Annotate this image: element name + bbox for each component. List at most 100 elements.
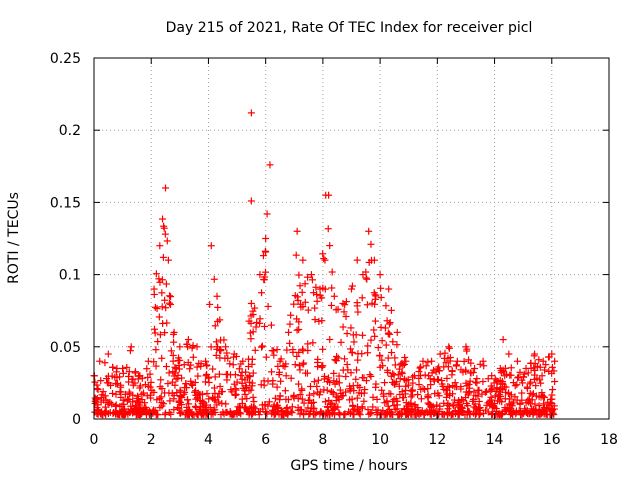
data-point [312, 409, 320, 417]
data-point [391, 380, 399, 388]
data-point [532, 392, 540, 400]
data-point [238, 368, 246, 376]
data-point [325, 396, 333, 404]
data-point [109, 363, 117, 371]
data-point [170, 328, 178, 336]
data-point [451, 396, 459, 404]
data-point [364, 349, 372, 357]
data-point [410, 372, 418, 380]
data-point [175, 354, 183, 362]
data-point [310, 378, 318, 386]
data-point [443, 374, 451, 382]
data-point [248, 409, 256, 417]
data-point [517, 411, 525, 419]
data-point [119, 396, 127, 404]
data-point [498, 378, 506, 386]
data-point [334, 305, 342, 313]
data-point [129, 391, 137, 399]
data-point [481, 388, 489, 396]
data-point [339, 299, 347, 307]
data-point [185, 410, 193, 418]
data-point [191, 378, 199, 386]
data-point [252, 323, 260, 331]
data-point [502, 388, 510, 396]
data-point [470, 403, 478, 411]
data-point [384, 368, 392, 376]
data-point [283, 346, 291, 354]
data-point [211, 373, 219, 381]
data-point [237, 372, 245, 380]
data-point [113, 380, 121, 388]
data-point [381, 379, 389, 387]
data-point [160, 224, 168, 232]
data-point [386, 319, 394, 327]
data-point [431, 390, 439, 398]
data-point [326, 242, 334, 250]
data-point [262, 353, 270, 361]
data-point [258, 289, 266, 297]
data-point [294, 404, 302, 412]
data-point [262, 235, 270, 242]
data-point [184, 396, 192, 404]
data-point [435, 392, 443, 400]
data-point [323, 409, 331, 417]
data-point [256, 271, 264, 279]
data-point [261, 322, 269, 330]
data-point [158, 399, 166, 407]
data-point [358, 350, 366, 358]
data-point [550, 402, 558, 410]
data-point [439, 382, 447, 390]
data-point [408, 391, 416, 399]
data-point [218, 399, 226, 407]
data-point [334, 394, 342, 402]
data-point [348, 395, 356, 403]
data-point [184, 343, 192, 351]
data-point [258, 342, 266, 350]
data-point [496, 364, 504, 372]
chart-title: Day 215 of 2021, Rate Of TEC Index for r… [166, 20, 533, 36]
data-point [378, 356, 386, 364]
data-point [152, 270, 160, 278]
data-point [416, 364, 424, 372]
data-point [337, 338, 345, 346]
data-point [407, 399, 415, 407]
data-point [245, 355, 253, 363]
data-point [521, 405, 529, 413]
data-point [221, 354, 229, 362]
data-point [365, 227, 373, 235]
data-point [513, 381, 521, 389]
data-point [531, 350, 539, 358]
data-point [340, 308, 348, 316]
data-point [377, 284, 385, 292]
data-point [513, 357, 521, 365]
data-point [369, 403, 377, 411]
data-point [393, 328, 401, 336]
data-point [293, 227, 301, 235]
data-point [387, 306, 395, 314]
data-point [509, 398, 517, 406]
data-point [300, 399, 308, 407]
data-point [291, 361, 299, 369]
data-point [155, 275, 163, 283]
data-point [348, 282, 356, 290]
x-tick-label: 6 [261, 432, 270, 448]
data-point [216, 316, 224, 324]
data-point [462, 343, 470, 351]
data-point [112, 407, 120, 415]
data-point [121, 390, 129, 398]
data-point [457, 385, 465, 393]
data-point [295, 362, 303, 370]
data-point [353, 256, 361, 264]
data-point [393, 405, 401, 413]
data-point [540, 400, 548, 408]
data-point [156, 242, 164, 250]
data-point [548, 363, 556, 371]
data-point [136, 384, 144, 392]
data-point [93, 385, 101, 393]
data-point [362, 274, 370, 282]
data-point [321, 398, 329, 406]
data-point [170, 372, 178, 380]
data-point [367, 372, 375, 380]
data-point [177, 409, 185, 417]
data-point [379, 390, 387, 398]
